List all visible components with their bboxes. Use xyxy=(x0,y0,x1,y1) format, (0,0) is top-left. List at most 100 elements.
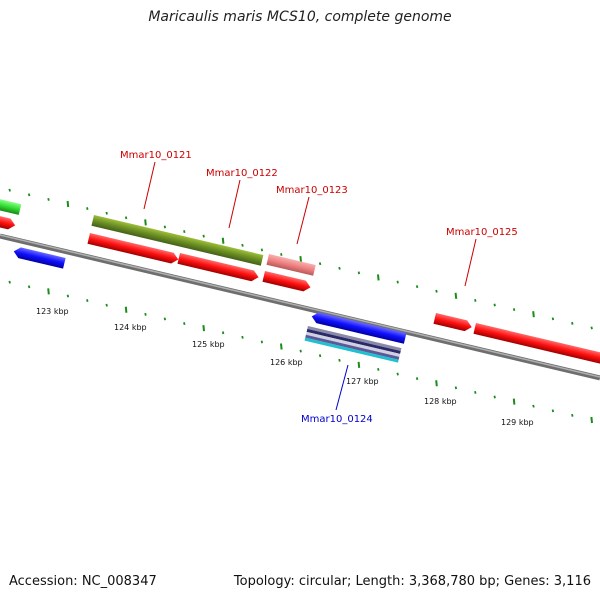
feature-red-mmar10-0125b xyxy=(473,323,600,366)
minor-tick xyxy=(474,390,477,394)
minor-tick xyxy=(532,404,535,408)
label-mmar10-0123: Mmar10_0123 xyxy=(276,185,348,196)
major-tick xyxy=(202,325,205,332)
minor-tick xyxy=(571,413,574,417)
major-tick xyxy=(221,237,225,244)
leader-mmar10-0122 xyxy=(228,179,241,229)
feature-blue-left xyxy=(13,247,66,269)
minor-tick xyxy=(493,395,496,399)
minor-tick xyxy=(241,243,244,247)
major-tick xyxy=(454,292,458,299)
minor-tick xyxy=(338,266,341,270)
minor-tick xyxy=(415,285,419,289)
inner-tick-ring xyxy=(8,280,593,424)
major-tick xyxy=(280,343,283,350)
minor-tick xyxy=(27,285,31,289)
minor-tick xyxy=(86,299,89,303)
minor-tick xyxy=(415,377,419,381)
accession-text: Accession: NC_008347 xyxy=(9,574,157,589)
tick-label-128kbp: 128 kbp xyxy=(424,397,457,406)
tick-label-127kbp: 127 kbp xyxy=(346,377,379,386)
tick-label-129kbp: 129 kbp xyxy=(501,418,534,427)
minor-tick xyxy=(124,216,128,220)
major-tick xyxy=(377,274,380,281)
major-tick xyxy=(144,219,147,226)
minor-tick xyxy=(571,321,574,325)
tick-label-126kbp: 126 kbp xyxy=(270,358,303,367)
label-mmar10-0125: Mmar10_0125 xyxy=(446,227,518,238)
leader-mmar10-0124 xyxy=(335,364,349,411)
major-tick xyxy=(66,200,70,208)
minor-tick xyxy=(8,280,11,284)
feature-red-mmar10-0125a xyxy=(433,313,472,332)
minor-tick xyxy=(66,294,70,298)
major-tick xyxy=(47,288,50,295)
major-tick xyxy=(532,311,535,318)
minor-tick xyxy=(163,225,167,229)
minor-tick xyxy=(86,207,89,211)
genome-title: Maricaulis maris MCS10, complete genome xyxy=(148,9,452,25)
minor-tick xyxy=(318,354,322,358)
minor-tick xyxy=(241,335,244,339)
feature-pink-mmar10-0123 xyxy=(266,254,316,276)
minor-tick xyxy=(8,188,11,192)
major-tick xyxy=(512,398,516,405)
feature-red-mmar10-0123 xyxy=(262,271,311,292)
minor-tick xyxy=(163,317,167,321)
minor-tick xyxy=(377,367,380,371)
major-tick xyxy=(124,306,128,313)
minor-tick xyxy=(551,409,555,413)
feature-olive-mmar10-0121 xyxy=(91,215,264,266)
label-mmar10-0124: Mmar10_0124 xyxy=(301,414,373,425)
label-mmar10-0121: Mmar10_0121 xyxy=(120,150,192,161)
tick-label-123kbp: 123 kbp xyxy=(36,307,69,316)
feature-blue-mmar10-0124 xyxy=(311,312,407,344)
major-tick xyxy=(590,416,593,424)
minor-tick xyxy=(474,298,477,302)
minor-tick xyxy=(435,289,438,293)
feature-red-mmar10-0121 xyxy=(87,233,179,264)
label-mmar10-0122: Mmar10_0122 xyxy=(206,168,278,179)
minor-tick xyxy=(357,271,361,275)
feature-red-partial-left xyxy=(0,215,16,230)
genome-backbone xyxy=(0,233,600,381)
topology-text: Topology: circular; Length: 3,368,780 bp… xyxy=(233,574,591,589)
minor-tick xyxy=(280,253,283,256)
minor-tick xyxy=(27,193,31,197)
minor-tick xyxy=(202,234,205,238)
minor-tick xyxy=(396,372,399,376)
feature-green-partial xyxy=(0,198,22,215)
minor-tick xyxy=(454,386,458,390)
minor-tick xyxy=(221,331,225,335)
major-tick xyxy=(299,255,302,263)
tick-label-124kbp: 124 kbp xyxy=(114,323,147,332)
leader-mmar10-0121 xyxy=(143,161,156,210)
leader-mmar10-0125 xyxy=(464,238,477,287)
minor-tick xyxy=(47,197,50,201)
minor-tick xyxy=(105,211,108,215)
minor-tick xyxy=(105,303,108,307)
minor-tick xyxy=(183,230,186,234)
feature-stack-mmar10-0124 xyxy=(304,326,402,363)
minor-tick xyxy=(493,303,496,307)
major-tick xyxy=(357,361,361,368)
minor-tick xyxy=(183,322,186,326)
minor-tick xyxy=(260,340,264,344)
feature-red-mmar10-0122 xyxy=(177,253,259,282)
minor-tick xyxy=(590,326,593,330)
minor-tick xyxy=(318,262,322,266)
minor-tick xyxy=(338,358,341,362)
minor-tick xyxy=(396,280,399,284)
minor-tick xyxy=(512,308,516,312)
outer-tick-ring xyxy=(8,188,593,330)
minor-tick xyxy=(144,312,147,316)
leader-mmar10-0123 xyxy=(296,196,310,245)
major-tick xyxy=(435,380,438,387)
tick-label-125kbp: 125 kbp xyxy=(192,340,225,349)
genome-backbone-highlight xyxy=(0,234,600,378)
minor-tick xyxy=(260,248,264,252)
minor-tick xyxy=(551,317,555,321)
minor-tick xyxy=(299,349,302,353)
